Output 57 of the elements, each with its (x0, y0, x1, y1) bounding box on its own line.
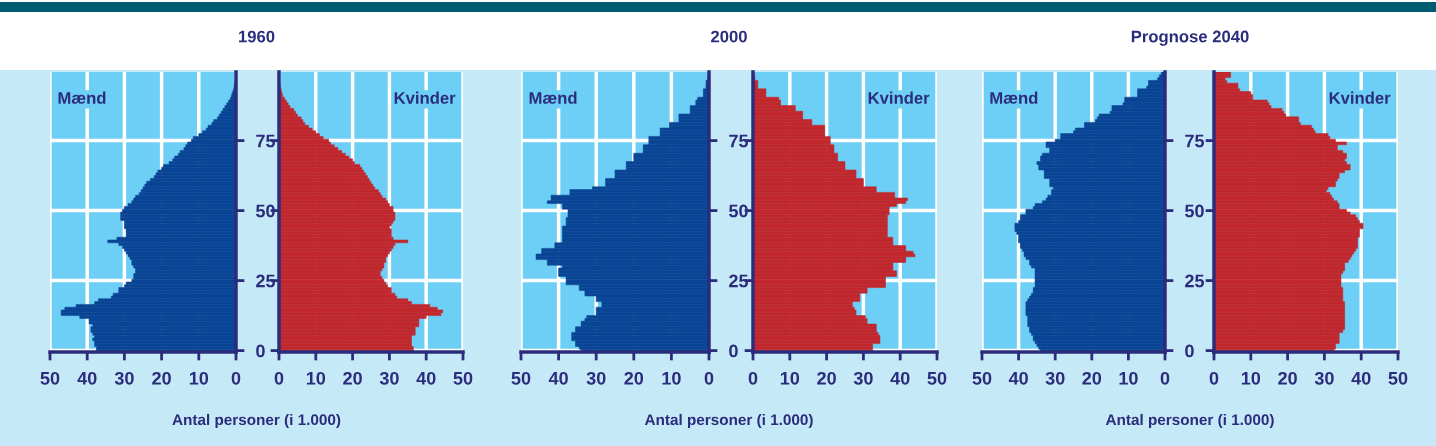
y-tick-label: 25 (729, 274, 749, 288)
text: Mænd (58, 91, 106, 104)
x-tick-label: 10 (189, 371, 209, 385)
y-tick-label: 50 (256, 204, 275, 218)
y-tick-label: 50 (1185, 204, 1204, 218)
y-tick-label: 0 (1185, 344, 1194, 358)
x-tick-label: 40 (416, 371, 436, 385)
x-tick-label: 10 (1119, 371, 1138, 385)
text: Mænd (529, 91, 577, 104)
y-tick-label: 75 (1185, 134, 1205, 148)
x-axis-title: Antal personer (i 1.000) (644, 413, 813, 429)
y-tick-label: 75 (729, 134, 749, 148)
x-tick-label: 10 (1241, 371, 1261, 385)
y-tick-label: 50 (729, 204, 748, 218)
x-tick-label: 0 (1160, 371, 1170, 385)
x-tick-label: 10 (662, 371, 681, 385)
x-tick-label: 0 (1209, 371, 1219, 385)
x-tick-label: 40 (1008, 371, 1028, 385)
x-tick-label: 20 (817, 371, 836, 385)
x-tick-label: 50 (511, 371, 531, 385)
y-tick-label: 0 (256, 344, 265, 358)
x-tick-label: 20 (624, 371, 644, 385)
x-tick-label: 20 (343, 371, 362, 385)
x-tick-label: 20 (152, 371, 171, 385)
y-tick-label: 25 (1185, 274, 1205, 288)
text: Kvinder (868, 91, 930, 104)
x-tick-label: 0 (748, 371, 758, 385)
chart-title: Prognose 2040 (1131, 30, 1249, 46)
x-tick-label: 30 (379, 371, 399, 385)
x-tick-label: 30 (114, 371, 134, 385)
chart-title: 1960 (239, 30, 275, 43)
chart-title: 2000 (711, 30, 747, 43)
x-tick-label: 50 (453, 371, 473, 385)
x-tick-label: 30 (853, 371, 873, 385)
x-tick-label: 30 (1045, 371, 1065, 385)
x-tick-label: 20 (1278, 371, 1297, 385)
x-tick-label: 50 (927, 371, 947, 385)
x-tick-label: 10 (306, 371, 326, 385)
x-tick-label: 40 (548, 371, 568, 385)
text: Mænd (990, 91, 1038, 104)
x-axis-title: Antal personer (i 1.000) (1105, 413, 1274, 429)
text: Kvinder (394, 91, 456, 104)
x-tick-label: 0 (704, 371, 714, 385)
x-tick-label: 30 (586, 371, 606, 385)
x-tick-label: 40 (1351, 371, 1371, 385)
x-tick-label: 30 (1314, 371, 1334, 385)
x-tick-label: 20 (1082, 371, 1102, 385)
x-axis-title: Antal personer (i 1.000) (172, 413, 341, 429)
y-tick-label: 0 (729, 344, 738, 358)
x-tick-label: 50 (40, 371, 60, 385)
x-tick-label: 10 (780, 371, 800, 385)
x-tick-label: 0 (231, 371, 241, 385)
x-tick-label: 40 (77, 371, 97, 385)
series-label: Kvinder (1329, 91, 1391, 104)
x-tick-label: 50 (972, 371, 992, 385)
x-tick-label: 50 (1388, 371, 1408, 385)
x-tick-label: 40 (890, 371, 910, 385)
